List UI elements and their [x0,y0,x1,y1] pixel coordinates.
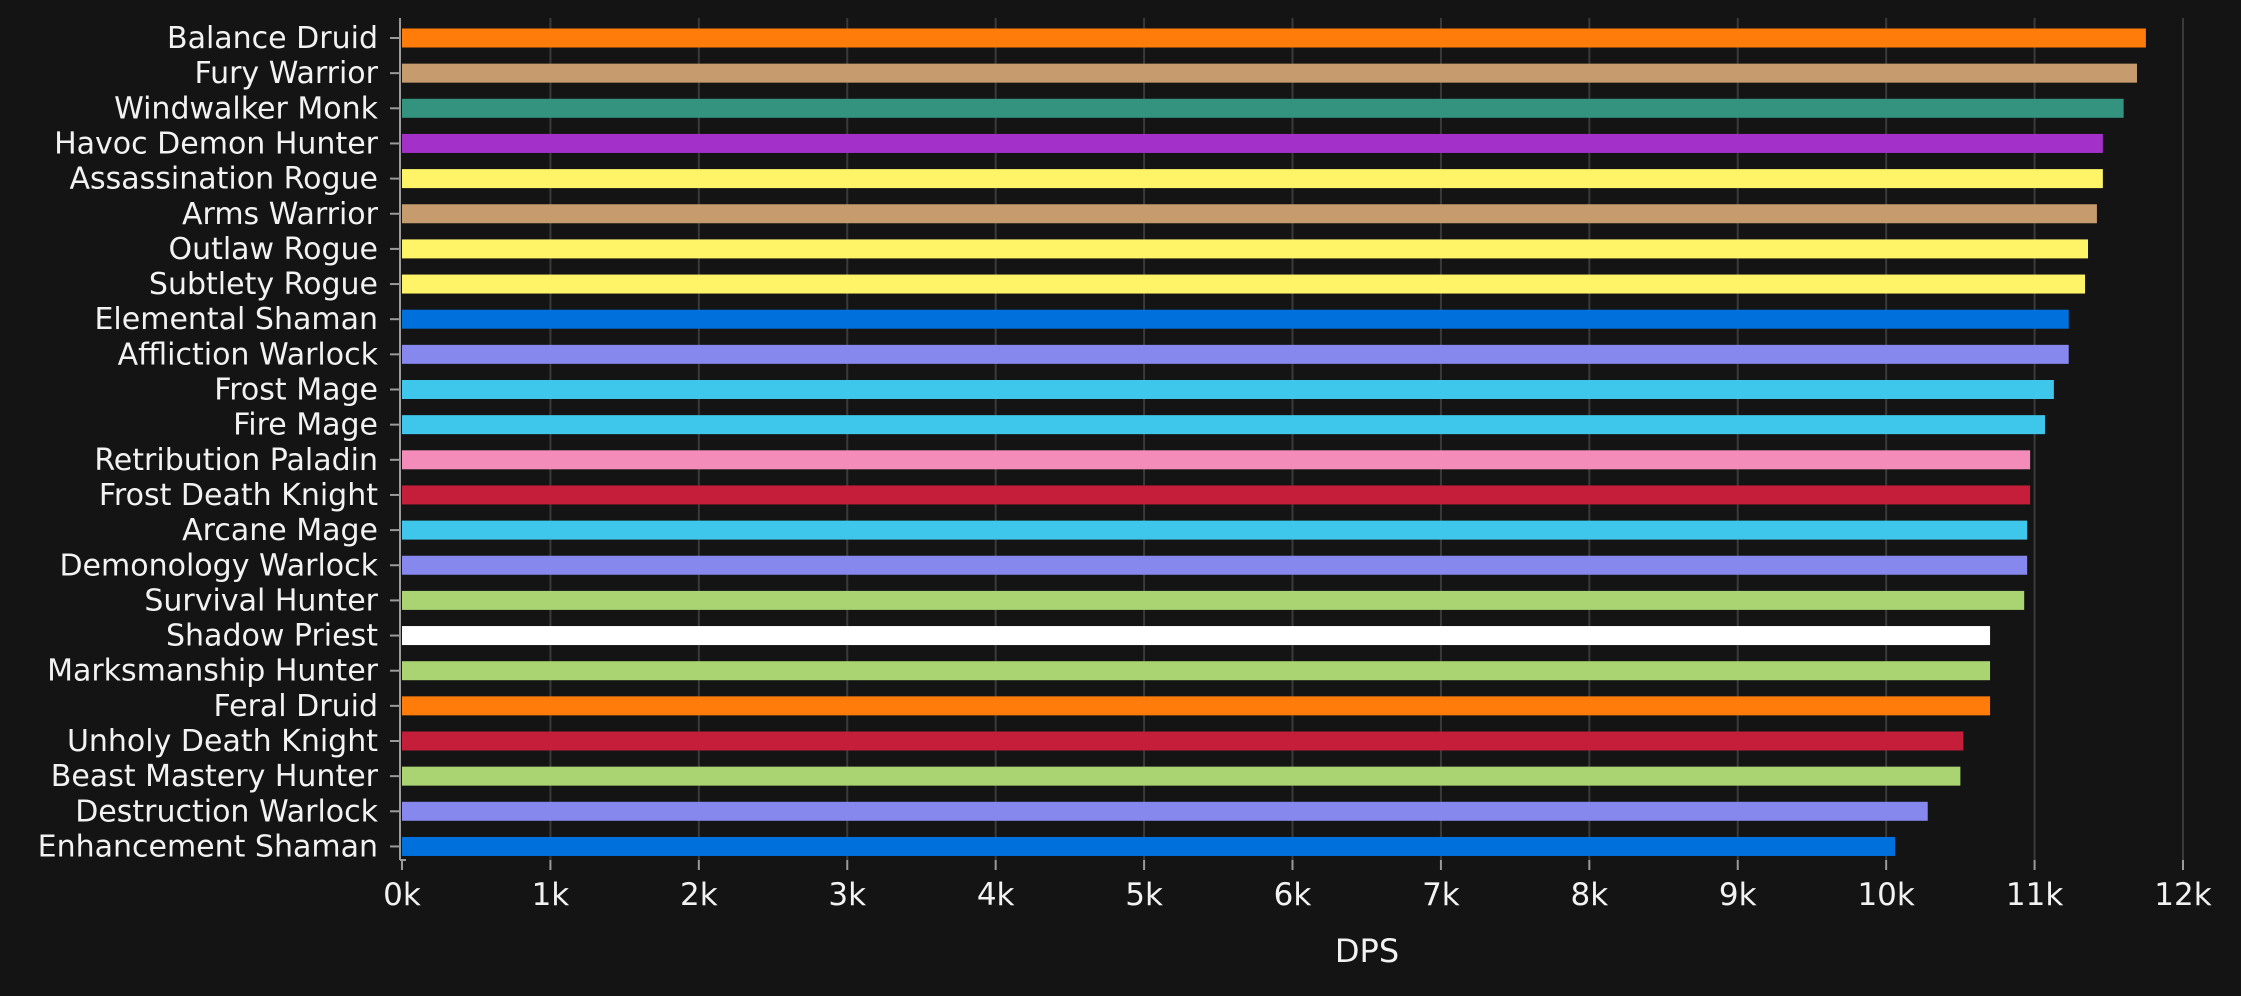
bar [402,133,2103,153]
x-tick-label: 7k [1422,877,1460,913]
x-tick-label: 5k [1125,877,1163,913]
category-label: Frost Mage [214,373,378,408]
bar [402,63,2137,83]
category-label: Havoc Demon Hunter [54,126,379,161]
category-label: Affliction Warlock [118,337,379,372]
x-tick-label: 8k [1570,877,1608,913]
bar [402,169,2103,189]
bar [402,380,2054,399]
x-tick-label: 9k [1719,877,1757,913]
category-label: Elemental Shaman [94,302,378,337]
x-tick-label: 0k [383,877,421,913]
x-tick-label: 3k [828,877,866,913]
bar [402,309,2069,329]
bar [402,274,2086,294]
bar [402,555,2028,575]
x-tick-label: 10k [1857,877,1914,913]
x-axis: 0k 1k 2k 3k 4k 5k 6k 7k 8k 9k 10k 11k 12k [383,860,2212,913]
category-label: Enhancement Shaman [38,829,378,864]
category-label: Assassination Rogue [69,162,378,197]
category-label: Destruction Warlock [75,794,378,829]
grid-lines [549,18,2184,860]
bars [402,28,2146,856]
category-label: Arcane Mage [182,513,378,548]
bar [402,239,2089,259]
x-tick-label: 4k [977,877,1015,913]
category-label: Shadow Priest [166,619,378,654]
bar [402,766,1961,786]
category-label: Subtlety Rogue [149,267,378,302]
bar [402,344,2069,364]
category-label: Fury Warrior [194,56,378,91]
category-label: Unholy Death Knight [67,724,378,759]
category-label: Demonology Warlock [59,548,378,583]
category-label: Survival Hunter [144,583,378,618]
category-label: Balance Druid [167,21,378,56]
category-label: Arms Warrior [182,197,379,232]
category-label: Marksmanship Hunter [47,654,379,689]
category-label: Beast Mastery Hunter [51,759,379,794]
bar [402,28,2146,48]
x-tick-label: 2k [680,877,718,913]
category-label: Feral Druid [214,689,379,724]
category-label: Retribution Paladin [94,443,378,478]
category-label: Fire Mage [233,408,378,443]
bar [402,98,2124,118]
x-tick-label: 12k [2154,877,2211,913]
category-label: Frost Death Knight [99,478,378,513]
bar [402,520,2028,540]
x-tick-label: 11k [2006,877,2063,913]
x-axis-title: DPS [1335,932,1399,970]
bar [402,626,1991,646]
bar [402,485,2031,505]
bar [402,590,2025,610]
x-tick-label: 1k [532,877,570,913]
bar [402,661,1991,681]
category-label: Outlaw Rogue [168,232,378,267]
category-label: Windwalker Monk [114,91,379,126]
bar [402,731,1964,751]
bar [402,415,2045,435]
bar [402,204,2097,224]
bar [402,696,1991,716]
x-tick-label: 6k [1274,877,1312,913]
bar [402,450,2031,470]
bar [402,801,1928,821]
bar [402,836,1896,856]
